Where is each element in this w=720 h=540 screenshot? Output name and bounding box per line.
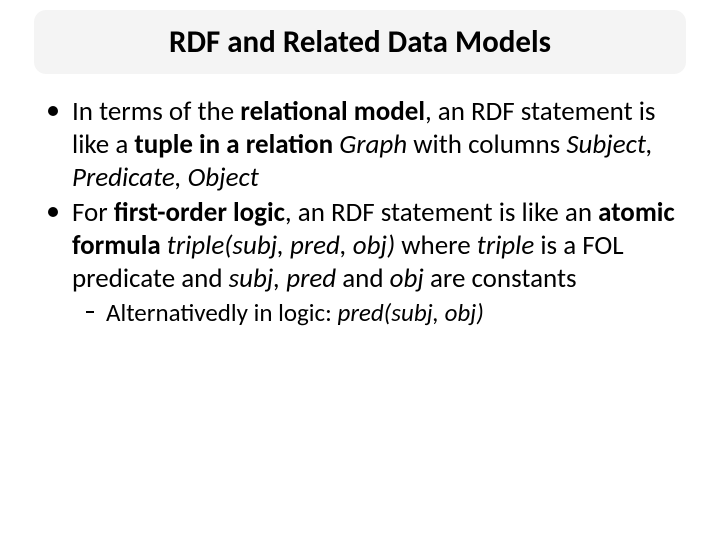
slide-title: RDF and Related Data Models (169, 23, 551, 61)
text-run-bold: relational model (240, 95, 425, 128)
text-run: In terms of the (72, 95, 240, 128)
text-run-bold: first-order logic (114, 196, 285, 229)
sub-bullet-item: Alternativedly in logic: pred(subj, obj) (48, 298, 678, 329)
text-run-italic: triple (477, 229, 534, 262)
text-run-bold: tuple in a relation (134, 128, 333, 161)
text-run-italic: subj, pred (229, 262, 337, 295)
dash-icon (86, 311, 94, 313)
text-run-italic: triple(subj, pred, obj) (167, 229, 395, 262)
bullet-icon (48, 106, 58, 116)
text-run: and (336, 262, 390, 295)
text-run-italic: pred(subj, obj) (337, 297, 483, 328)
title-box: RDF and Related Data Models (34, 10, 686, 74)
text-run: , an RDF statement is like an (285, 196, 598, 229)
slide: RDF and Related Data Models In terms of … (0, 0, 720, 540)
text-run: Alternativedly in logic: (106, 297, 337, 328)
text-run-italic: Graph (339, 128, 407, 161)
bullet-item: In terms of the relational model, an RDF… (48, 96, 678, 195)
bullet-item: For first-order logic, an RDF statement … (48, 197, 678, 296)
text-run-italic: obj (390, 262, 424, 295)
slide-content: In terms of the relational model , an RDF… (48, 96, 678, 328)
bullet-icon (48, 207, 58, 217)
text-run: where (395, 229, 477, 262)
text-run: are constants (424, 262, 577, 295)
text-run: with columns (407, 128, 566, 161)
text-run: For (72, 196, 114, 229)
